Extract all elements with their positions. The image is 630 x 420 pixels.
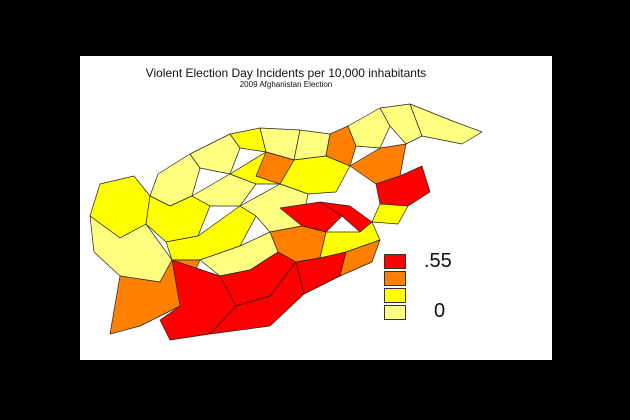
province-region [279, 201, 343, 233]
province-region [379, 103, 423, 145]
province-region [189, 133, 241, 175]
province-region [191, 173, 257, 207]
map-figure: Violent Election Day Incidents per 10,00… [80, 56, 552, 360]
map-title: Violent Election Day Incidents per 10,00… [145, 66, 427, 80]
province-region [145, 195, 211, 243]
map-subtitle: 2009 Afghanistan Election [239, 80, 333, 89]
legend-swatch [384, 288, 406, 303]
legend-swatch [384, 271, 406, 286]
province-region [325, 125, 357, 167]
province-region [347, 107, 391, 149]
legend-swatch [384, 254, 406, 269]
afghanistan-choropleth [89, 103, 483, 341]
province-region [339, 239, 381, 277]
province-region [349, 143, 407, 185]
legend-low-label: 0 [434, 300, 446, 322]
province-region [293, 129, 331, 161]
legend-swatch [384, 305, 406, 320]
province-region [409, 103, 483, 145]
legend-high-label: .55 [424, 250, 452, 272]
province-region [371, 203, 409, 225]
